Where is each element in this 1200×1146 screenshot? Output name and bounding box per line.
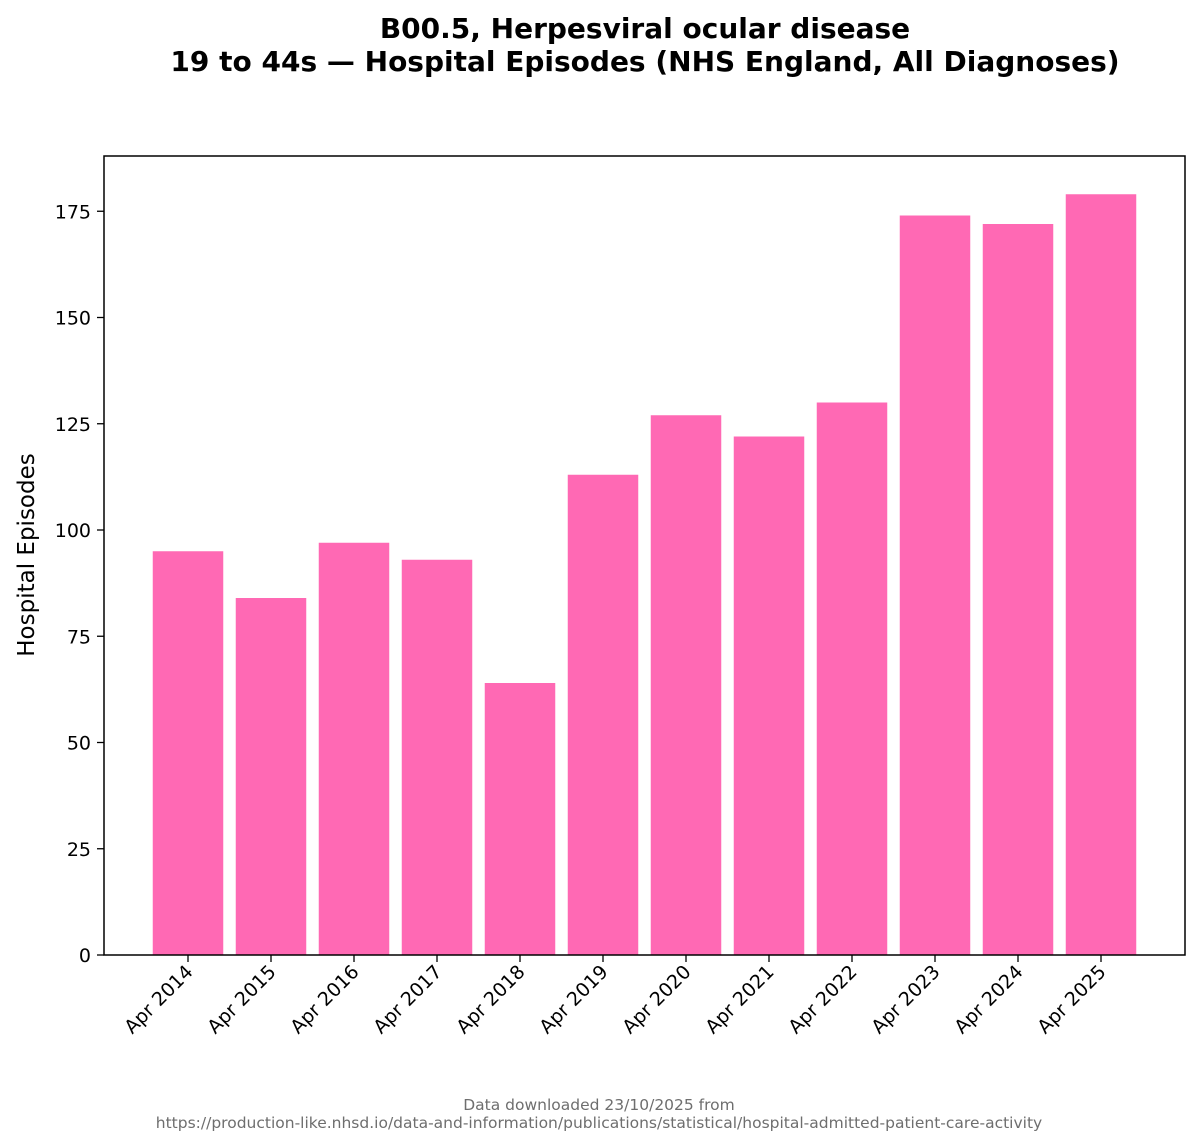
bar-apr-2019	[567, 474, 639, 955]
chart-title-line-2: 19 to 44s — Hospital Episodes (NHS Engla…	[170, 45, 1119, 78]
bar-apr-2023	[899, 215, 971, 955]
footer-line-2: https://production-like.nhsd.io/data-and…	[156, 1114, 1042, 1132]
bar-apr-2025	[1065, 194, 1137, 955]
bar-apr-2022	[816, 402, 888, 955]
y-tick-label: 150	[55, 308, 91, 330]
bar-apr-2020	[650, 415, 722, 955]
y-tick-label: 25	[67, 839, 91, 861]
footer-line-1: Data downloaded 23/10/2025 from	[463, 1096, 735, 1114]
y-tick-label: 75	[67, 626, 91, 648]
y-tick-label: 100	[55, 520, 91, 542]
y-axis-label: Hospital Episodes	[14, 453, 40, 656]
bar-apr-2018	[484, 683, 556, 955]
y-tick-label: 50	[67, 733, 91, 755]
bar-series	[152, 194, 1137, 955]
y-tick-label: 175	[55, 201, 91, 223]
bar-apr-2024	[982, 224, 1054, 955]
y-axis-ticks: 0 25 50 75 100 125 150 175	[55, 201, 104, 967]
bar-apr-2014	[152, 551, 224, 955]
plot-frame	[103, 155, 1186, 956]
bar-apr-2021	[733, 436, 805, 955]
chart-title-line-1: B00.5, Herpesviral ocular disease	[380, 12, 910, 45]
bar-apr-2015	[235, 598, 307, 955]
bar-apr-2017	[401, 559, 473, 955]
y-tick-label: 0	[79, 945, 91, 967]
bar-apr-2016	[318, 542, 390, 955]
y-tick-label: 125	[55, 414, 91, 436]
